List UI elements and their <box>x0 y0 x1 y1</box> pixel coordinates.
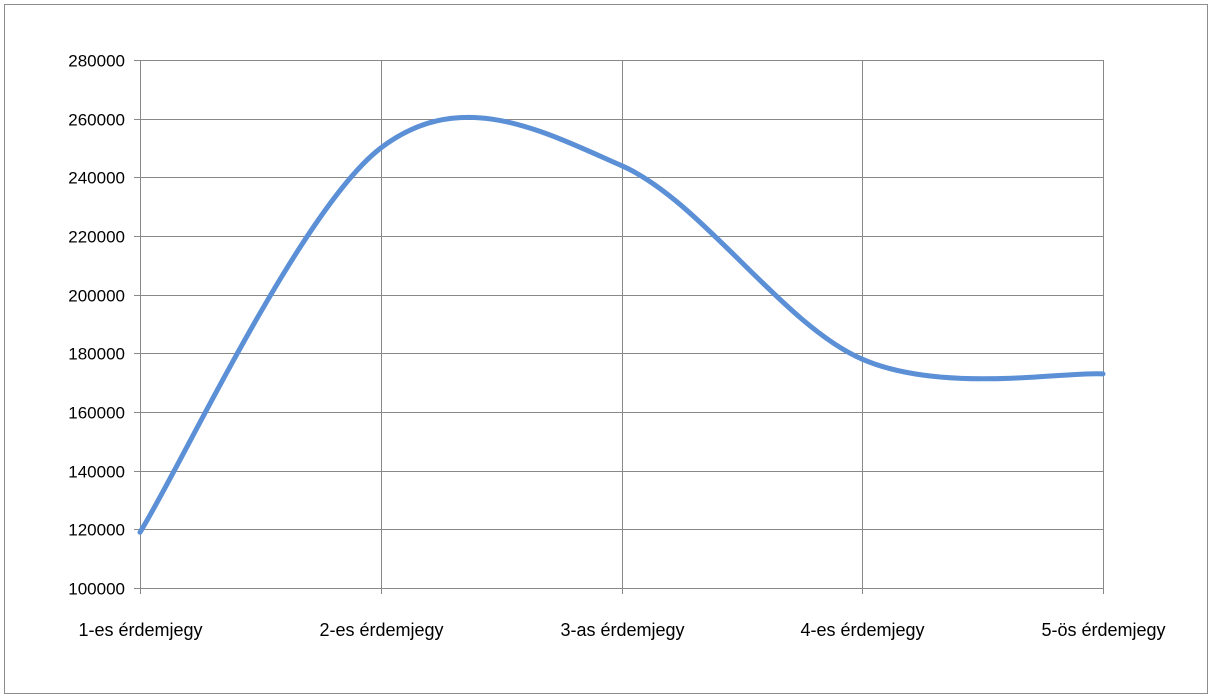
gridlines <box>140 60 1104 588</box>
x-axis-tick-labels: 1-es érdemjegy 2-es érdemjegy 3-as érdemje… <box>78 620 1165 640</box>
y-tick-label: 120000 <box>68 521 125 540</box>
y-tick-label: 260000 <box>68 111 125 130</box>
y-axis-tick-labels: 100000 120000 140000 160000 180000 200000 2200… <box>68 52 125 599</box>
y-tick-label: 280000 <box>68 52 125 71</box>
x-tick-label: 3-as érdemjegy <box>560 620 684 640</box>
y-tick-label: 200000 <box>68 287 125 306</box>
y-tick-label: 180000 <box>68 345 125 364</box>
y-tick-label: 220000 <box>68 228 125 247</box>
y-tick-label: 100000 <box>68 580 125 599</box>
x-tick-label: 1-es érdemjegy <box>78 620 202 640</box>
series-layer <box>137 114 1106 535</box>
x-tick-label: 4-es érdemjegy <box>800 620 924 640</box>
x-tick-label: 2-es érdemjegy <box>319 620 443 640</box>
series-line <box>137 114 1106 535</box>
x-tick-label: 5-ös érdemjegy <box>1041 620 1165 640</box>
y-tick-label: 240000 <box>68 169 125 188</box>
y-tick-label: 160000 <box>68 404 125 423</box>
y-tick-label: 140000 <box>68 463 125 482</box>
axes <box>134 60 1104 594</box>
